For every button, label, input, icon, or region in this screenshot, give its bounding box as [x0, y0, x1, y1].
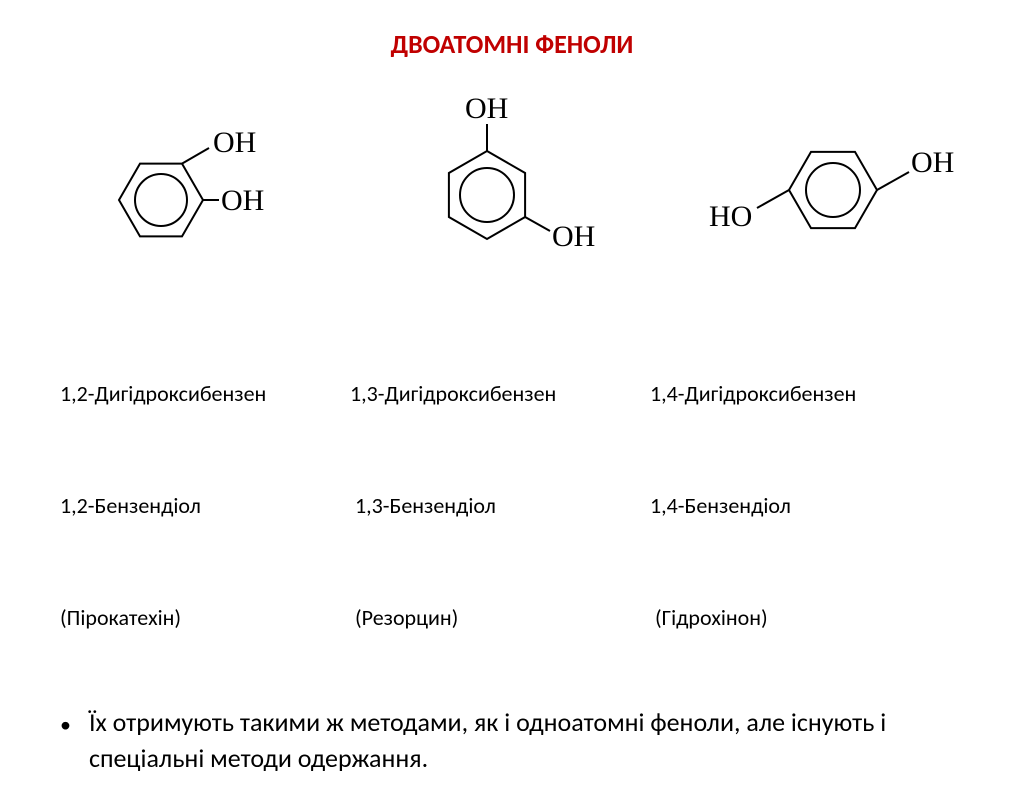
name-1-3-benzenediol: 1,3-Бензендіол: [350, 487, 650, 524]
name-1-2-benzenediol: 1,2-Бензендіол: [60, 487, 350, 524]
name-hydroquinone: (Гідрохінон): [650, 599, 950, 636]
benzene-circle: [460, 168, 514, 222]
bond-oh-right: [877, 172, 909, 190]
names-row-2: 1,2-Бензендіол 1,3-Бензендіол 1,4-Бензен…: [60, 487, 984, 524]
name-1-3-dihydroxy: 1,3-Дигідроксибензен: [350, 375, 650, 412]
name-resorcin: (Резорцин): [350, 599, 650, 636]
bond-ho-left: [757, 190, 789, 208]
names-block: 1,2-Дигідроксибензен 1,3-Дигідроксибензе…: [0, 300, 1024, 674]
name-1-4-benzenediol: 1,4-Бензендіол: [650, 487, 950, 524]
oh-label-right: OH: [911, 146, 954, 179]
oh-label-right: OH: [552, 220, 595, 253]
name-1-4-dihydroxy: 1,4-Дигідроксибензен: [650, 375, 950, 412]
name-pyrocatechin: (Пірокатехін): [60, 599, 350, 636]
names-row-3: (Пірокатехін) (Резорцин) (Гідрохінон): [60, 599, 984, 636]
structure-hydroquinone: OH HO: [673, 90, 994, 280]
page-title: ДВОАТОМНІ ФЕНОЛИ: [0, 28, 1024, 60]
oh-label-top: OH: [465, 92, 508, 125]
names-row-1: 1,2-Дигідроксибензен 1,3-Дигідроксибензе…: [60, 375, 984, 412]
bond-oh-1: [182, 148, 209, 164]
resorcinol-svg: OH OH: [402, 70, 622, 280]
benzene-circle: [806, 163, 860, 217]
bullet-dot-icon: •: [60, 710, 71, 741]
oh-label-2: OH: [221, 184, 264, 217]
catechol-svg: OH OH: [91, 90, 291, 280]
bond-oh-right: [525, 217, 550, 231]
structure-resorcinol: OH OH: [351, 70, 672, 280]
bullet-row: • Їх отримують такими ж методами, як і о…: [60, 704, 964, 777]
ho-label-left: HO: [709, 200, 752, 233]
name-1-2-dihydroxy: 1,2-Дигідроксибензен: [60, 375, 350, 412]
hydroquinone-svg: OH HO: [673, 90, 993, 280]
bullet-block: • Їх отримують такими ж методами, як і о…: [0, 704, 1024, 777]
oh-label-1: OH: [213, 126, 256, 159]
structure-catechol: OH OH: [30, 90, 351, 280]
bullet-text: Їх отримують такими ж методами, як і одн…: [89, 704, 964, 777]
benzene-circle: [135, 174, 187, 226]
structures-row: OH OH OH OH OH HO: [0, 70, 1024, 280]
